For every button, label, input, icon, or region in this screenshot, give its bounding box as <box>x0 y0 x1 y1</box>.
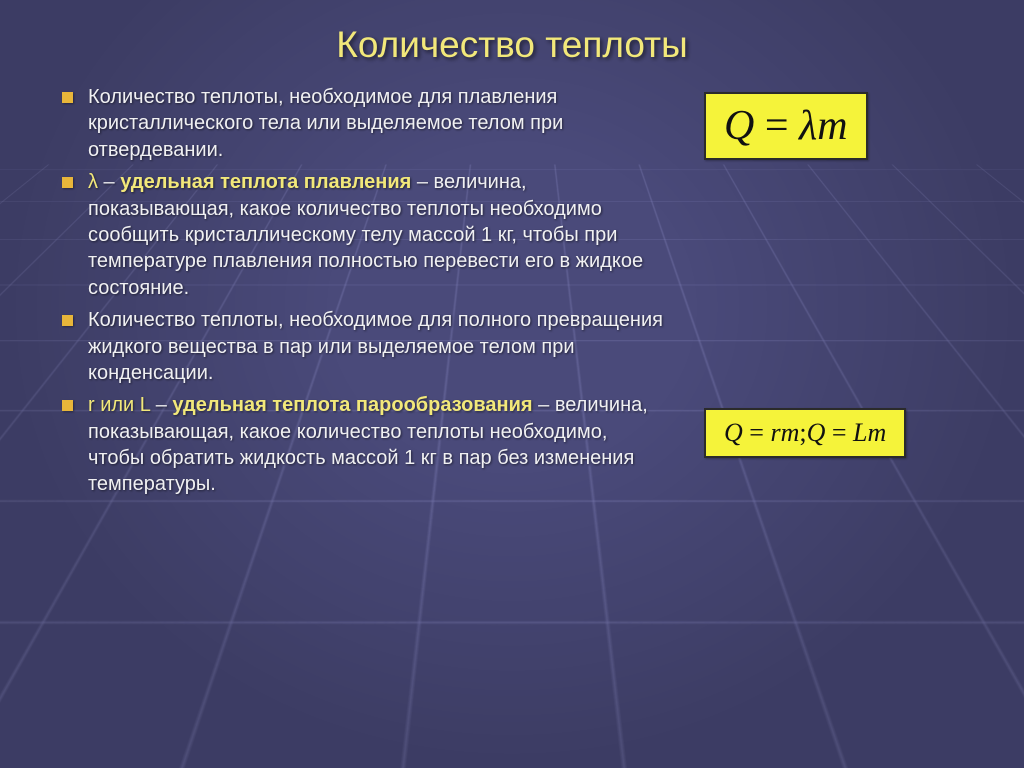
slide: Количество теплоты Количество теплоты, н… <box>0 0 1024 768</box>
term-bold: удельная теплота плавления <box>120 171 411 193</box>
term-bold: удельная теплота парообразования <box>172 394 532 416</box>
content-row: Количество теплоты, необходимое для плав… <box>60 84 964 504</box>
slide-title: Количество теплоты <box>60 24 964 66</box>
list-item: r или L – удельная теплота парообразован… <box>60 392 666 498</box>
bullet-list: Количество теплоты, необходимое для плав… <box>60 84 666 498</box>
list-item: Количество теплоты, необходимое для полн… <box>60 307 666 386</box>
formula-box-vaporization: Q = rm;Q = Lm <box>704 408 906 458</box>
list-item: λ – удельная теплота плавления – величин… <box>60 169 666 301</box>
symbol-r-L: r или L <box>88 394 150 416</box>
symbol-lambda: λ <box>88 171 98 193</box>
formula-column: Q = λm Q = rm;Q = Lm <box>704 84 964 504</box>
list-item: Количество теплоты, необходимое для плав… <box>60 84 666 163</box>
bullet-column: Количество теплоты, необходимое для плав… <box>60 84 666 504</box>
bullet-dash: – <box>98 171 120 193</box>
bullet-text: Количество теплоты, необходимое для полн… <box>88 309 663 384</box>
formula-box-melting: Q = λm <box>704 92 868 160</box>
bullet-dash: – <box>150 394 172 416</box>
bullet-text: Количество теплоты, необходимое для плав… <box>88 86 563 161</box>
